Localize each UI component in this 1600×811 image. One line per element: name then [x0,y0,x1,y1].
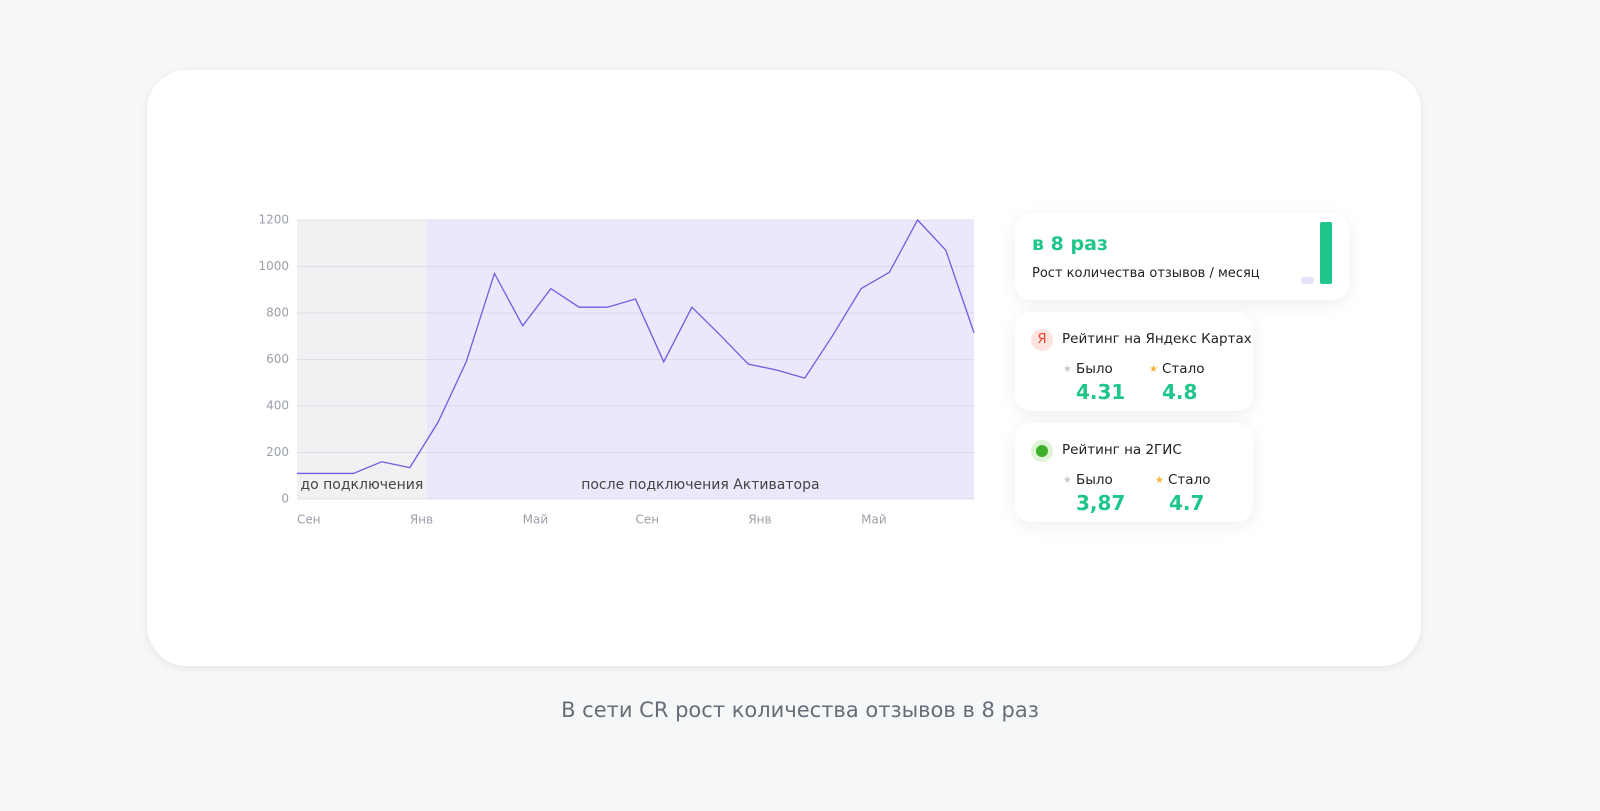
y-tick-label: 600 [266,352,289,366]
y-tick-label: 0 [281,492,289,506]
yandex-icon: Я [1031,329,1053,351]
before-value: 3,87 [1076,491,1126,515]
after-label: Стало [1168,472,1211,488]
star: ★ [1149,364,1158,375]
star: ★ [1155,475,1164,486]
x-tick-label: Сен [636,513,660,527]
y-tick-label: 1000 [258,259,289,273]
region-after [426,220,975,499]
region-before [297,220,427,499]
y-tick-label: 400 [266,399,289,413]
y-tick-label: 1200 [258,213,289,227]
x-tick-label: Сен [297,513,321,527]
before-value: 4.31 [1076,380,1126,404]
before-label: Было [1076,361,1113,377]
line [297,218,975,475]
bar-before [1301,277,1314,284]
x-tick-label: Май [861,513,887,527]
yandex-title: Рейтинг на Яндекс Картах [1062,331,1252,347]
after-label: Стало [1162,361,1205,377]
y-tick-label: 200 [266,445,289,459]
gis-icon [1031,440,1053,462]
after-value: 4.7 [1169,491,1205,515]
star: ★ [1063,475,1072,486]
y-tick-label: 800 [266,306,289,320]
yandex-card: Я Рейтинг на Яндекс Картах ★ Было 4.31 ★… [1015,312,1253,411]
star: ★ [1063,364,1072,375]
x-tick-label: Май [523,513,549,527]
x-tick-label: Янв [410,513,433,527]
bar-after [1320,222,1332,284]
gis-card: Рейтинг на 2ГИС ★ Было 3,87 ★ Стало 4.7 [1015,423,1253,522]
after-value: 4.8 [1162,380,1198,404]
annotation: до подключения [300,477,423,493]
growth-card: в 8 раз Рост количества отзывов / месяц [1015,213,1349,300]
x-tick-label: Янв [748,513,771,527]
before-label: Было [1076,472,1113,488]
caption: В сети CR рост количества отзывов в 8 ра… [561,698,1039,722]
growth-subtitle: Рост количества отзывов / месяц [1032,266,1260,281]
gis-title: Рейтинг на 2ГИС [1062,442,1182,458]
annotation: после подключения Активатора [581,477,819,493]
growth-title: в 8 раз [1032,233,1108,255]
